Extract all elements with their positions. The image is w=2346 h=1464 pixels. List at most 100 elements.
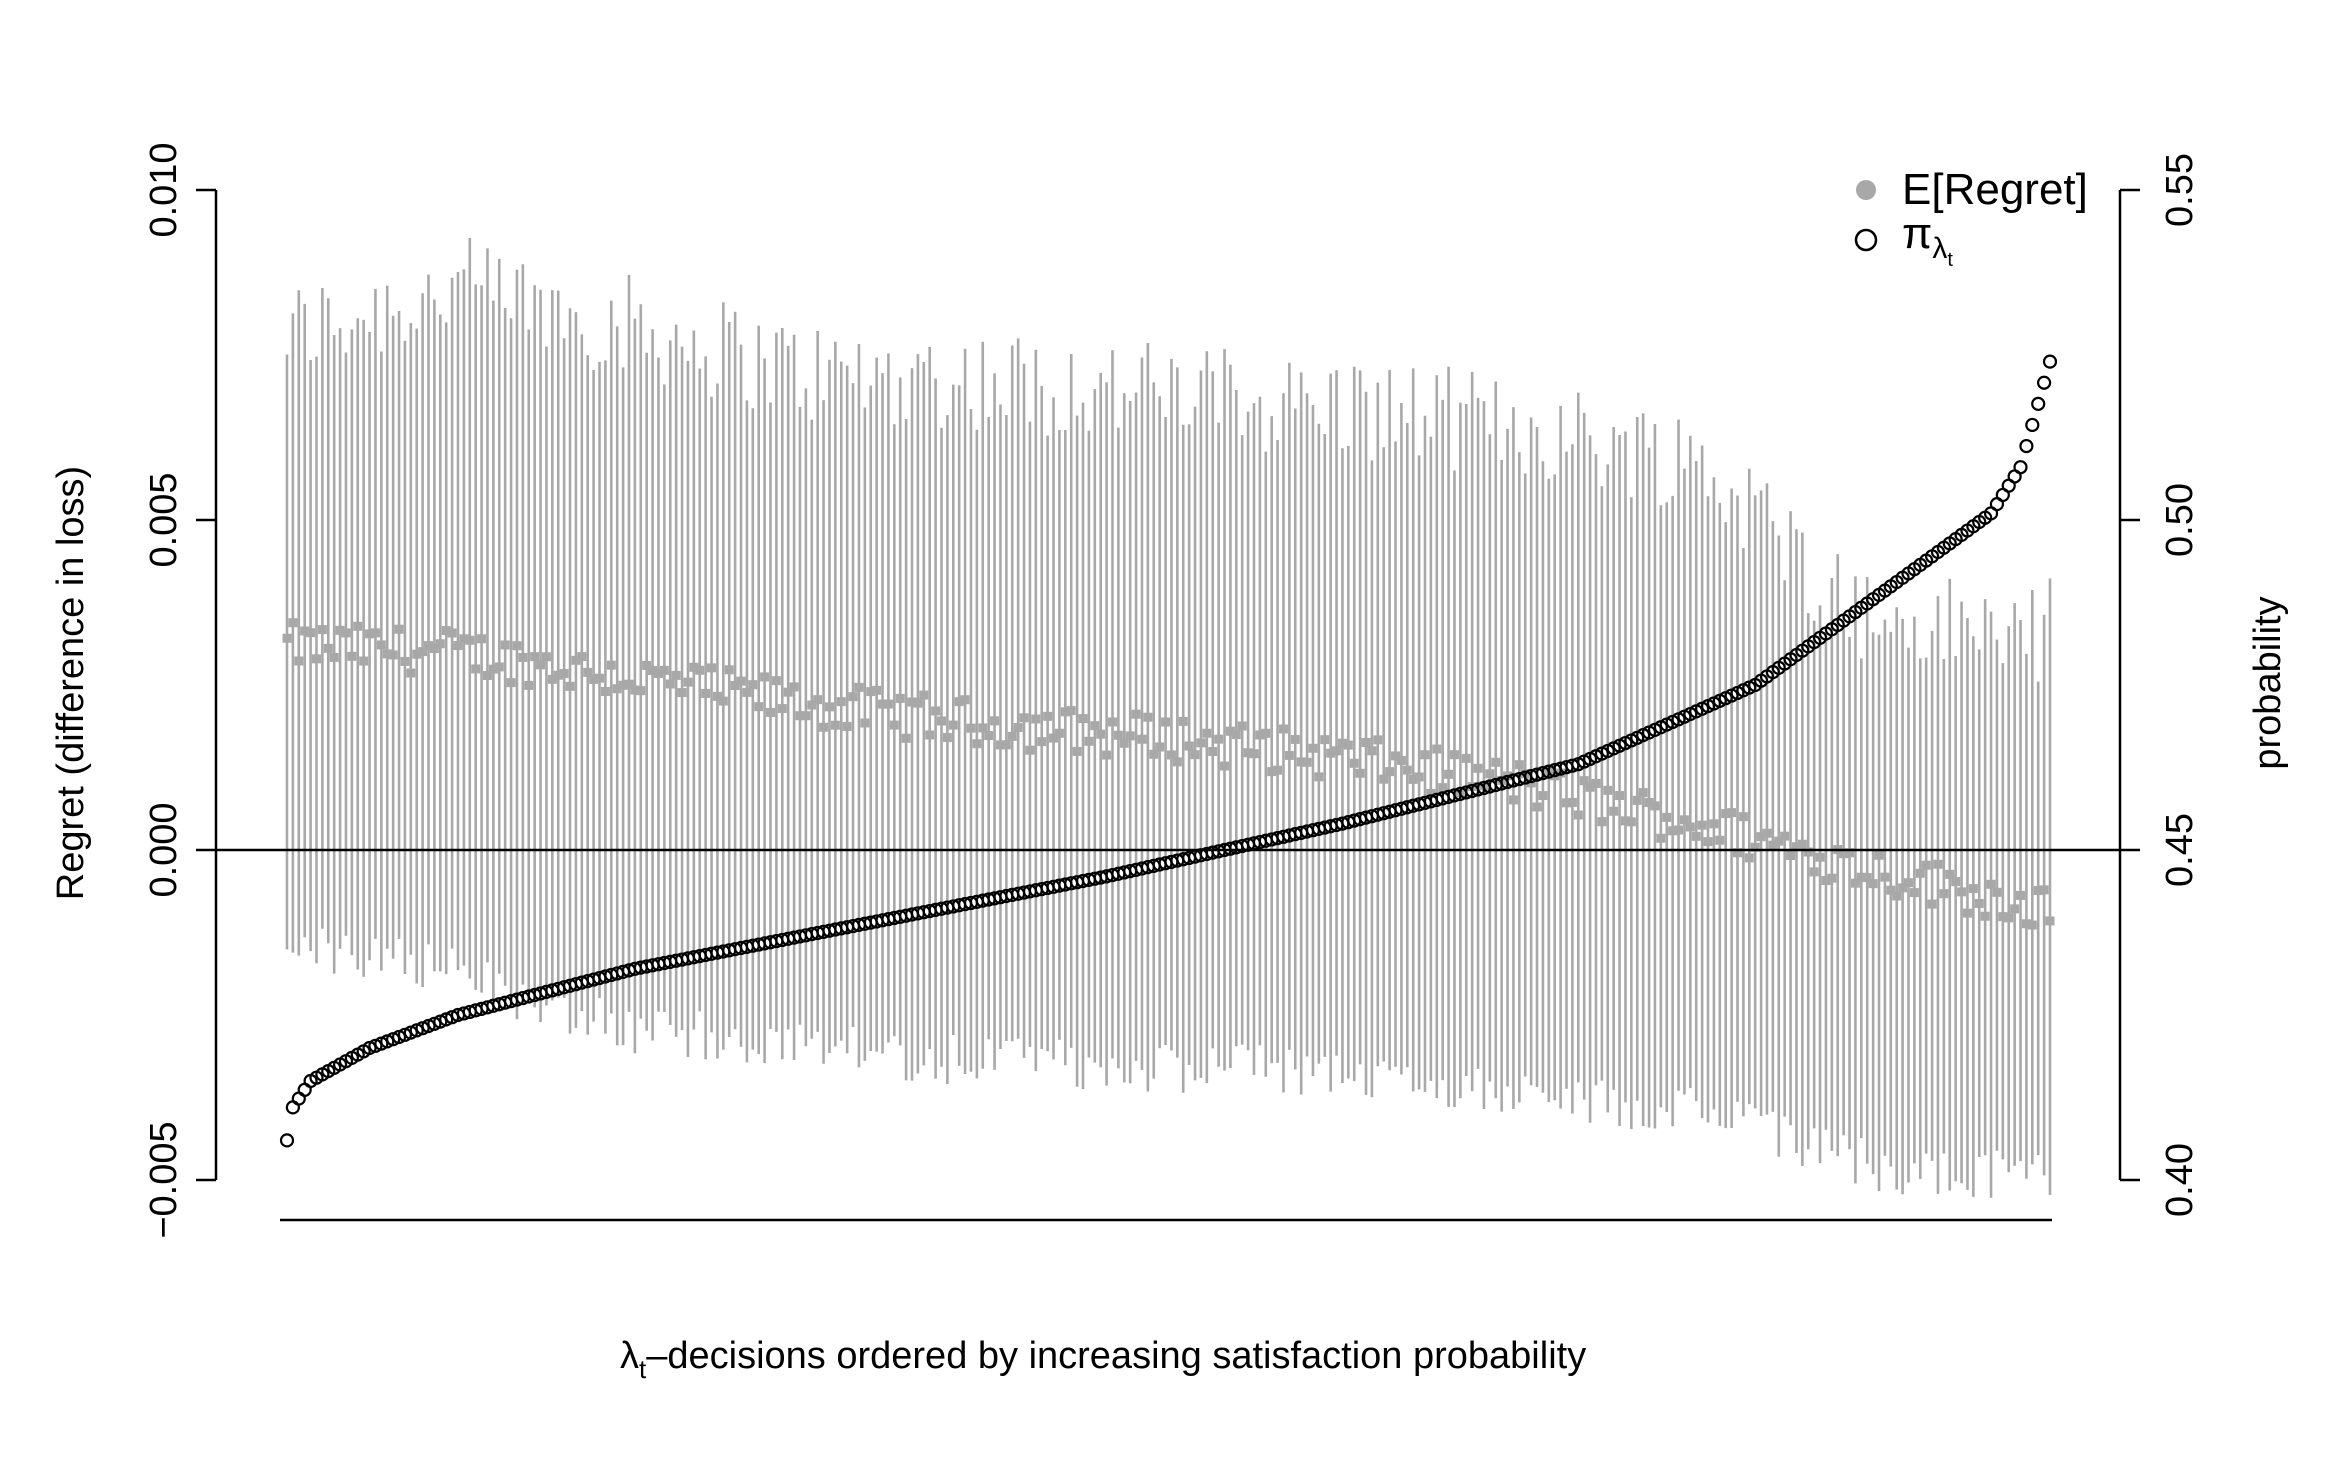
regret-mean-point <box>1909 888 1919 898</box>
regret-mean-point <box>294 656 304 666</box>
regret-mean-point <box>1220 761 1230 771</box>
regret-mean-point <box>789 682 799 692</box>
regret-mean-point <box>824 702 834 712</box>
regret-mean-point <box>506 678 516 688</box>
regret-mean-point <box>1172 757 1182 767</box>
regret-mean-point <box>1774 836 1784 846</box>
regret-mean-point <box>1367 746 1377 756</box>
regret-mean-point <box>801 711 811 721</box>
regret-mean-point <box>530 652 540 662</box>
legend: E[Regret] πλt <box>1854 165 2088 271</box>
regret-mean-point <box>1237 721 1247 731</box>
regret-mean-point <box>1355 768 1365 778</box>
regret-mean-point <box>1155 742 1165 752</box>
regret-mean-point <box>288 618 298 628</box>
regret-mean-point <box>1249 749 1259 759</box>
y-axis-left-tick-label: 0.010 <box>143 142 185 237</box>
regret-mean-point <box>724 665 734 675</box>
regret-mean-point <box>748 680 758 690</box>
probability-point <box>279 1133 295 1148</box>
regret-mean-point <box>1591 778 1601 788</box>
regret-mean-point <box>1208 747 1218 757</box>
regret-mean-point <box>966 723 976 733</box>
regret-mean-point <box>347 651 357 661</box>
regret-mean-point <box>1060 707 1070 717</box>
regret-mean-point <box>1797 839 1807 849</box>
regret-mean-point <box>978 723 988 733</box>
regret-mean-point <box>382 649 392 659</box>
legend-marker-probability <box>1854 228 1878 252</box>
regret-mean-point <box>1031 714 1041 724</box>
regret-mean-point <box>1202 728 1212 738</box>
probability-point <box>2019 438 2034 454</box>
regret-mean-point <box>1727 808 1737 818</box>
regret-mean-point <box>2016 890 2026 900</box>
regret-mean-point <box>406 668 416 678</box>
regret-mean-point <box>1337 738 1347 748</box>
regret-mean-point <box>1538 791 1548 801</box>
regret-mean-point <box>2039 885 2049 895</box>
regret-mean-point <box>925 730 935 740</box>
regret-mean-point <box>866 687 876 697</box>
regret-mean-point <box>1273 765 1283 775</box>
regret-mean-point <box>878 699 888 709</box>
regret-mean-point <box>848 692 858 702</box>
regret-mean-point <box>1839 849 1849 859</box>
regret-mean-point <box>400 656 410 666</box>
regret-mean-point <box>453 641 463 651</box>
regret-mean-point <box>1980 911 1990 921</box>
regret-mean-point <box>376 640 386 650</box>
regret-mean-point <box>1349 758 1359 768</box>
regret-mean-point <box>1697 820 1707 830</box>
regret-mean-point <box>1007 731 1017 741</box>
regret-mean-point <box>1892 891 1902 901</box>
regret-mean-point <box>1444 769 1454 779</box>
regret-mean-point <box>1650 801 1660 811</box>
regret-mean-point <box>547 674 557 684</box>
regret-mean-point <box>1898 883 1908 893</box>
regret-mean-point <box>683 677 693 687</box>
regret-mean-point <box>1968 884 1978 894</box>
legend-label-pi: π <box>1902 209 1932 258</box>
regret-mean-point <box>1119 738 1129 748</box>
regret-mean-point <box>317 625 327 635</box>
regret-mean-point <box>1320 735 1330 745</box>
regret-mean-point <box>1514 760 1524 770</box>
regret-mean-point <box>942 733 952 743</box>
regret-mean-point <box>1049 733 1059 743</box>
regret-mean-point <box>1585 782 1595 792</box>
regret-mean-point <box>960 695 970 705</box>
regret-mean-point <box>1886 885 1896 895</box>
regret-mean-point <box>1149 749 1159 759</box>
regret-mean-point <box>765 707 775 717</box>
regret-mean-point <box>1096 729 1106 739</box>
regret-mean-point <box>1862 873 1872 883</box>
regret-mean-point <box>1927 899 1937 909</box>
regret-mean-point <box>465 635 475 645</box>
regret-mean-point <box>689 662 699 672</box>
regret-mean-point <box>653 668 663 678</box>
regret-mean-point <box>712 691 722 701</box>
regret-mean-point <box>1190 750 1200 760</box>
regret-mean-point <box>1609 806 1619 816</box>
y-axis-right-tick-label: 0.45 <box>2159 813 2201 887</box>
x-axis-label-text: –decisions ordered by increasing satisfa… <box>646 1335 1586 1377</box>
regret-mean-point <box>606 660 616 670</box>
regret-mean-point <box>771 676 781 686</box>
regret-mean-point <box>482 671 492 681</box>
regret-mean-point <box>1214 734 1224 744</box>
regret-mean-point <box>1662 812 1672 822</box>
regret-mean-point <box>1850 878 1860 888</box>
regret-mean-point <box>1078 714 1088 724</box>
regret-mean-point <box>1125 731 1135 741</box>
regret-mean-point <box>1567 797 1577 807</box>
regret-mean-point <box>907 697 917 707</box>
regret-mean-point <box>512 641 522 651</box>
regret-mean-point <box>524 680 534 690</box>
x-axis-label-subscript: t <box>639 1354 647 1384</box>
y-axis-right-tick-label: 0.50 <box>2159 483 2201 557</box>
regret-mean-point <box>1986 879 1996 889</box>
regret-mean-point <box>1685 822 1695 832</box>
probability-point <box>2042 354 2058 369</box>
regret-mean-point <box>618 680 628 690</box>
